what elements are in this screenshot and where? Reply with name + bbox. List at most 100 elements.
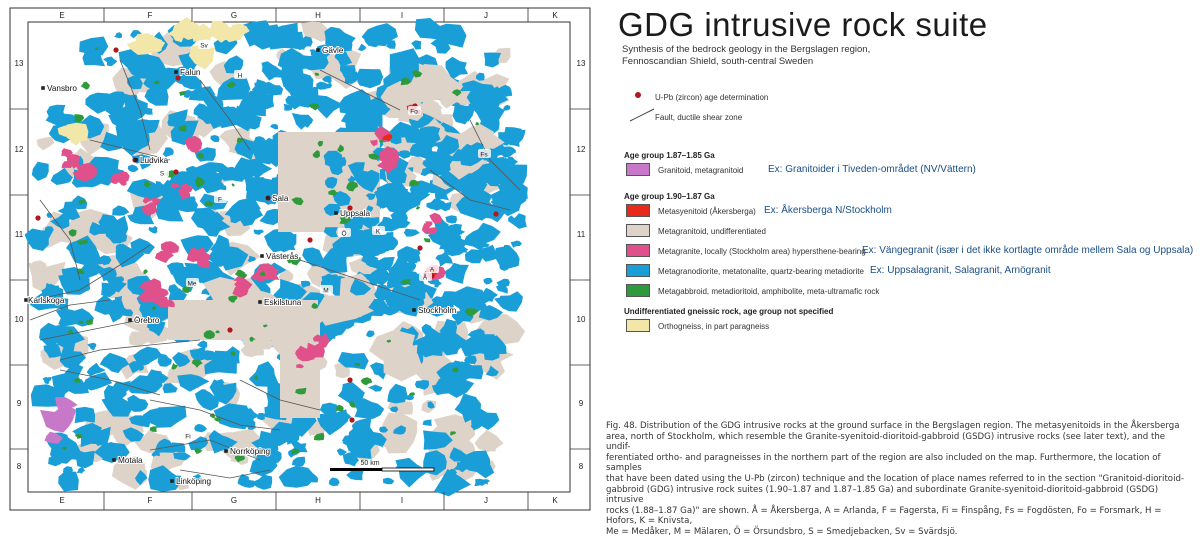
geology-metagranodiorite — [51, 373, 75, 396]
geology-metagranodiorite — [503, 104, 511, 111]
legend-example: Ex: Åkersberga N/Stockholm — [764, 205, 892, 216]
geology-metagranodiorite — [499, 262, 510, 271]
geology-metagranodiorite — [328, 477, 340, 487]
geology-metagranite — [170, 182, 181, 189]
geology-metagranite — [66, 154, 80, 167]
geology-metagranodiorite — [350, 231, 362, 243]
geology-metagranodiorite — [289, 86, 320, 108]
geology-metagranodiorite — [487, 155, 506, 170]
geology-metagranitoid — [36, 136, 55, 151]
geology-metagabbroid — [360, 377, 373, 386]
geology-metagranodiorite — [483, 52, 502, 68]
caption-line: gabbroid (GDG) intrusive rock suites (1.… — [606, 484, 1159, 506]
geology-metagranodiorite — [484, 172, 507, 187]
grid-row-label: 11 — [15, 230, 24, 239]
geology-metagranodiorite — [209, 234, 230, 255]
geology-metagranodiorite — [101, 282, 116, 298]
geology-metagranodiorite — [127, 213, 143, 225]
geology-metagranodiorite — [386, 212, 411, 232]
abbreviation-label: Ö — [341, 230, 346, 238]
geology-metagranodiorite — [151, 372, 169, 385]
geology-metagranodiorite — [173, 452, 191, 461]
geology-metagranodiorite — [119, 93, 129, 101]
geology-metagranodiorite — [157, 179, 176, 195]
fault-line — [299, 259, 421, 301]
geology-metagranodiorite — [458, 450, 495, 479]
abbreviation-label: F — [218, 197, 222, 204]
abbreviation-box — [198, 40, 211, 49]
geology-metagranitoid — [310, 354, 328, 372]
legend-example: Ex: Uppsalagranit, Salagranit, Arnögrani… — [870, 265, 1051, 276]
abbreviation-box — [234, 70, 247, 79]
geology-metagranodiorite — [133, 346, 163, 365]
geology-metagabbroid — [451, 89, 462, 97]
geology-metagranodiorite — [277, 48, 308, 73]
geology-metagranodiorite — [76, 449, 95, 469]
fault-label: Fault, ductile shear zone — [655, 113, 743, 122]
geology-metagranodiorite — [417, 126, 441, 143]
geology-metagranodiorite — [302, 247, 326, 267]
geology-metagranodiorite — [132, 283, 146, 296]
place-marker — [316, 48, 320, 52]
grid-column-labels-top: E F G H I J K — [59, 11, 558, 20]
geology-metagranodiorite — [407, 271, 419, 281]
geology-metagranodiorite — [144, 85, 169, 106]
geology-metagranodiorite — [112, 205, 130, 216]
geology-metagabbroid — [339, 215, 351, 224]
geology-metagranodiorite — [24, 228, 54, 251]
geology-metagranodiorite — [48, 454, 64, 467]
geology-metagranodiorite — [346, 468, 365, 481]
geology-metagranodiorite — [393, 425, 406, 435]
geology-metagabbroid — [143, 269, 148, 275]
geology-metagabbroid — [68, 229, 77, 237]
geology-metagranodiorite — [495, 284, 508, 294]
fault-line — [119, 59, 151, 151]
geology-metagranodiorite — [106, 299, 129, 323]
place-name: Motala — [118, 456, 143, 465]
geology-metagranodiorite — [366, 330, 375, 338]
legend-item-label: Orthogneiss, in part paragneiss — [658, 322, 770, 331]
geology-metagranodiorite — [113, 380, 131, 394]
geology-metagranodiorite — [216, 166, 248, 182]
geology-metagranodiorite — [259, 208, 284, 225]
geology-metagabbroid — [74, 377, 80, 383]
geology-orthogneiss — [60, 122, 89, 143]
geology-metagranodiorite — [256, 412, 266, 421]
geology-metagranodiorite — [334, 192, 345, 201]
geology-metagranodiorite — [325, 176, 338, 189]
geology-metagranodiorite — [386, 39, 396, 49]
geology-metagranodiorite — [381, 237, 398, 251]
geology-metagranite — [232, 282, 249, 298]
geology-metagranodiorite — [430, 38, 451, 54]
subtitle-line: Fennoscandian Shield, south-central Swed… — [622, 56, 814, 67]
geology-metagranite — [118, 178, 127, 186]
abbreviation-label: Sv — [200, 43, 208, 50]
geology-metagranodiorite — [503, 245, 511, 251]
abbreviation-label: Fi — [185, 434, 190, 441]
geology-metagranodiorite — [361, 23, 398, 47]
fault-symbol — [629, 108, 655, 122]
geology-metagabbroid — [230, 351, 237, 357]
geology-metagranodiorite — [253, 229, 264, 235]
geology-metagranodiorite — [127, 394, 149, 412]
geology-metagranodiorite — [495, 245, 520, 269]
legend-item-label: Metagabbroid, metadioritoid, amphibolite… — [658, 287, 880, 296]
geology-metagabbroid — [291, 197, 304, 206]
geology-metagranodiorite — [323, 227, 338, 238]
geology-metagranodiorite — [352, 169, 380, 193]
geology-metagranodiorite — [193, 103, 206, 117]
geology-metagranodiorite — [59, 346, 86, 370]
geology-metagranodiorite — [336, 448, 347, 456]
place-marker — [260, 254, 264, 258]
geology-metagranodiorite — [122, 427, 144, 442]
geology-metagranodiorite — [342, 320, 355, 329]
abbreviation-box — [320, 285, 333, 294]
geology-metagabbroid — [67, 329, 74, 334]
geology-metagranodiorite — [210, 135, 220, 143]
geology-metagranite — [429, 212, 442, 224]
geology-metagranitoid — [242, 331, 275, 350]
geology-metagabbroid — [314, 432, 325, 441]
geology-metagabbroid — [61, 446, 67, 451]
geology-orthogneiss — [191, 23, 217, 42]
geology-metagranodiorite — [224, 105, 258, 132]
